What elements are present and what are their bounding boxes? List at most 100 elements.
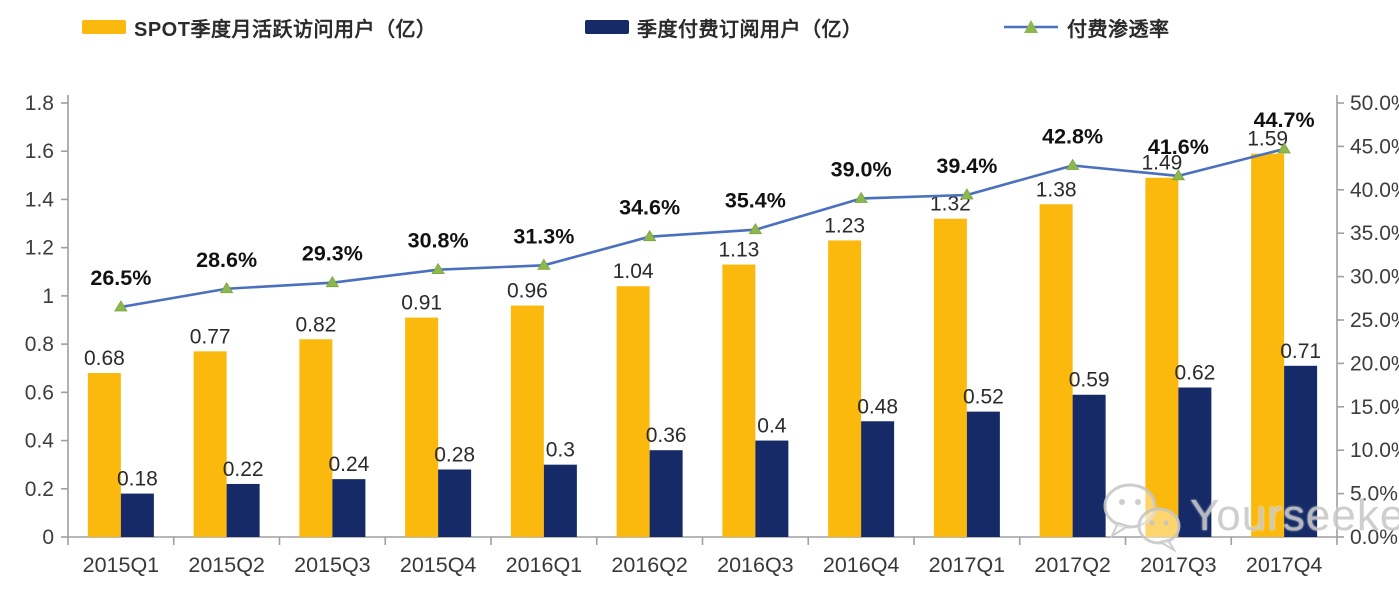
x-axis-label: 2017Q2 (1034, 553, 1111, 577)
legend-label-mau-text: 季度月活跃访问用户（亿） (190, 18, 437, 41)
bar-label-mau: 1.04 (613, 260, 654, 283)
pct-label: 26.5% (90, 266, 151, 290)
x-axis-label: 2016Q3 (717, 553, 794, 577)
bar-mau (405, 317, 439, 537)
bar-mau (1251, 153, 1285, 537)
bar-mau (193, 351, 227, 537)
bar-label-mau: 0.91 (401, 292, 442, 315)
bar-label-mau: 0.77 (190, 325, 231, 348)
pct-label: 31.3% (513, 224, 574, 248)
mau-series-swatch (82, 20, 126, 34)
y-axis-label-right: 0.0% (1350, 526, 1398, 549)
rate-marker (642, 229, 657, 242)
bar-label-mau: 0.82 (295, 313, 336, 336)
legend: SPOT季度月活跃访问用户（亿） 季度付费订阅用户（亿） 付费渗透率 (0, 12, 1399, 42)
legend-label-mau: SPOT季度月活跃访问用户（亿） (134, 13, 436, 42)
rate-line (120, 147, 1285, 309)
x-axis-label: 2017Q1 (929, 553, 1006, 577)
x-axis-label: 2017Q3 (1140, 553, 1217, 577)
legend-item-mau: SPOT季度月活跃访问用户（亿） (82, 12, 436, 42)
y-axis-label-left: 0.6 (25, 381, 54, 404)
y-axis-label-left: 1.4 (25, 188, 55, 211)
y-axis-label-right: 30.0% (1350, 266, 1399, 289)
rate-marker (748, 222, 763, 235)
y-axis-label-left: 0.4 (25, 430, 55, 453)
bar-paid (226, 483, 260, 537)
y-axis-label-right: 40.0% (1350, 179, 1399, 202)
bar-label-mau: 1.49 (1141, 152, 1182, 175)
y-axis-label-right: 20.0% (1350, 352, 1399, 375)
bar-paid (755, 440, 789, 537)
bar-label-paid: 0.48 (857, 395, 898, 418)
legend-item-rate: 付费渗透率 (1003, 12, 1170, 42)
bar-label-paid: 0.62 (1174, 362, 1215, 385)
bar-paid (1178, 387, 1212, 537)
pct-label: 39.4% (936, 154, 997, 178)
bar-paid (649, 450, 683, 537)
rate-marker (537, 258, 551, 270)
bar-label-paid: 0.4 (757, 415, 787, 438)
bar-mau (722, 264, 756, 537)
x-axis-label: 2015Q2 (188, 553, 265, 577)
legend-label-paid: 季度付费订阅用户（亿） (637, 18, 863, 41)
bar-label-mau: 1.23 (824, 214, 865, 237)
y-axis-label-left: 1.8 (25, 92, 54, 115)
bar-paid (332, 479, 366, 537)
bar-label-paid: 0.24 (328, 453, 369, 476)
bar-mau (1039, 204, 1073, 537)
bar-label-paid: 0.71 (1280, 340, 1321, 363)
y-axis-label-right: 45.0% (1350, 135, 1399, 158)
y-axis-label-left: 0 (42, 526, 54, 549)
rate-marker (114, 300, 128, 312)
bar-mau (616, 286, 650, 537)
x-axis-label: 2015Q3 (294, 553, 371, 577)
y-axis-label-right: 10.0% (1350, 439, 1399, 462)
line-marker-swatch (1004, 20, 1058, 33)
x-axis-label: 2017Q4 (1246, 553, 1323, 577)
bar-label-mau: 1.13 (718, 239, 759, 262)
rate-marker (854, 191, 868, 203)
legend-label-mau-ticker: SPOT (134, 18, 191, 41)
bar-label-mau: 0.96 (507, 280, 548, 303)
legend-item-paid: 季度付费订阅用户（亿） (585, 12, 863, 42)
y-axis-label-right: 15.0% (1350, 396, 1399, 419)
x-axis-label: 2015Q4 (400, 553, 477, 577)
y-axis-label-left: 1 (42, 285, 54, 308)
bar-paid (1284, 365, 1318, 537)
bar-label-paid: 0.22 (223, 458, 264, 481)
bar-label-mau: 1.38 (1036, 178, 1077, 201)
bar-paid (1072, 394, 1106, 537)
bar-paid (438, 469, 472, 537)
bar-mau (1145, 177, 1179, 537)
rate-marker (219, 281, 234, 294)
y-axis-label-left: 0.2 (25, 478, 54, 501)
bar-label-mau: 0.68 (84, 347, 125, 370)
bar-mau (299, 339, 333, 537)
pct-label: 28.6% (196, 248, 257, 272)
y-axis-label-right: 50.0% (1350, 92, 1399, 115)
x-axis-label: 2016Q4 (823, 553, 900, 577)
x-axis-label: 2016Q2 (611, 553, 688, 577)
bar-mau (828, 240, 862, 537)
rate-marker (1171, 169, 1186, 181)
pct-label: 41.6% (1148, 135, 1209, 159)
bar-label-mau: 1.59 (1247, 128, 1288, 151)
rate-marker (960, 188, 974, 200)
x-axis-label: 2016Q1 (506, 553, 583, 577)
bar-mau (87, 373, 121, 537)
bar-label-mau: 1.32 (930, 193, 971, 216)
bar-label-paid: 0.52 (963, 386, 1004, 409)
bar-label-paid: 0.28 (434, 443, 475, 466)
bar-label-paid: 0.18 (117, 468, 158, 491)
bar-paid (543, 464, 577, 537)
y-axis-label-right: 5.0% (1350, 483, 1398, 506)
y-axis-label-right: 25.0% (1350, 309, 1399, 332)
bar-mau (933, 218, 967, 537)
x-axis-label: 2015Q1 (83, 553, 160, 577)
bar-mau (510, 305, 544, 537)
bar-paid (120, 493, 154, 537)
y-axis-label-left: 1.2 (25, 237, 54, 260)
pct-label: 44.7% (1254, 108, 1315, 132)
pct-label: 30.8% (408, 229, 469, 253)
